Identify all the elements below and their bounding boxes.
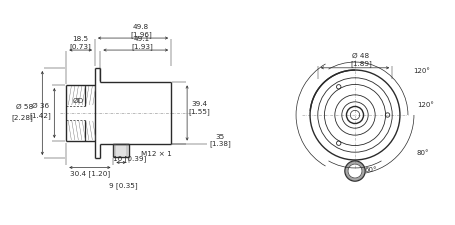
Text: M12 × 1: M12 × 1 (141, 151, 172, 158)
Text: 120°: 120° (412, 68, 429, 74)
Text: 10 [0.39]: 10 [0.39] (112, 155, 146, 162)
Text: 39.4
[1.55]: 39.4 [1.55] (188, 101, 209, 115)
Text: [1.42]: [1.42] (30, 113, 51, 119)
Text: 80°: 80° (416, 150, 429, 156)
Text: 49.8
[1.96]: 49.8 [1.96] (130, 24, 152, 38)
Text: Ø 58: Ø 58 (16, 104, 33, 110)
Text: ØD: ØD (72, 98, 84, 104)
Text: 49.1
[1.93]: 49.1 [1.93] (131, 36, 152, 50)
Text: [2.28]: [2.28] (11, 115, 33, 121)
Text: Ø 36: Ø 36 (32, 103, 49, 109)
Text: Ø 48
[1.89]: Ø 48 [1.89] (349, 53, 371, 67)
Text: 9 [0.35]: 9 [0.35] (109, 182, 137, 189)
Text: 120°: 120° (416, 102, 433, 108)
Text: 35
[1.38]: 35 [1.38] (209, 134, 231, 147)
Text: 30.4 [1.20]: 30.4 [1.20] (70, 170, 110, 177)
Text: 18.5
[0.73]: 18.5 [0.73] (70, 36, 91, 50)
Text: 60°: 60° (364, 167, 377, 173)
